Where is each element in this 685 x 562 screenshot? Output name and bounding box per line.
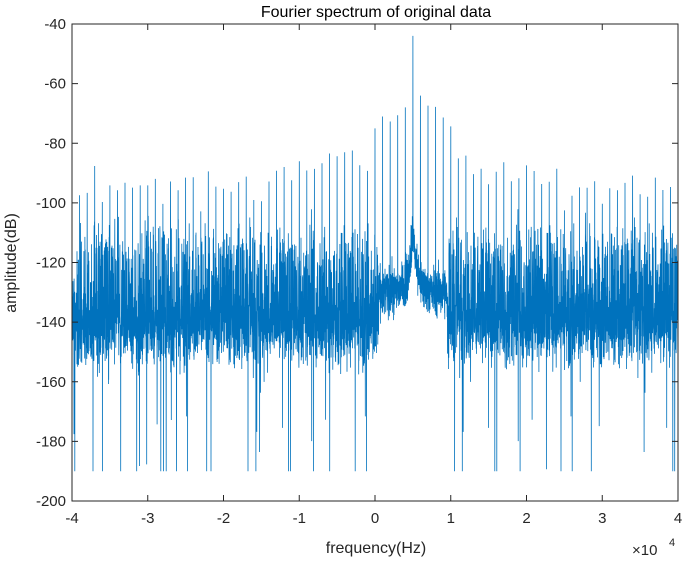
y-tick-label: -60 [44, 76, 66, 93]
y-tick-label: -140 [36, 314, 66, 331]
x-tick-label: 1 [447, 510, 455, 527]
x-exponent-base: ×10 [632, 542, 657, 559]
y-tick-label: -40 [44, 16, 66, 33]
x-tick-label: 3 [598, 510, 606, 527]
y-tick-label: -80 [44, 135, 66, 152]
y-axis-ticks: -40 -60 -80 -100 -120 -140 -160 -180 -200 [36, 16, 678, 510]
x-tick-label: -4 [65, 510, 78, 527]
x-exponent: ×10 4 [632, 537, 675, 559]
x-axis-label: frequency(Hz) [326, 540, 426, 557]
x-exponent-power: 4 [669, 537, 675, 549]
x-tick-label: 2 [522, 510, 530, 527]
y-axis-label: amplitude(dB) [3, 213, 20, 313]
chart-title: Fourier spectrum of original data [261, 4, 491, 21]
x-tick-label: 4 [674, 510, 682, 527]
x-axis-ticks: -4 -3 -2 -1 0 1 2 3 4 [65, 24, 682, 527]
series-layer [71, 35, 679, 472]
spectrum-series-line [71, 35, 679, 472]
x-tick-label: -2 [217, 510, 230, 527]
y-tick-label: -100 [36, 195, 66, 212]
y-tick-label: -200 [36, 493, 66, 510]
y-tick-label: -180 [36, 433, 66, 450]
x-tick-label: -3 [141, 510, 154, 527]
x-tick-label: 0 [371, 510, 379, 527]
y-tick-label: -120 [36, 255, 66, 272]
y-tick-label: -160 [36, 374, 66, 391]
x-tick-label: -1 [293, 510, 306, 527]
